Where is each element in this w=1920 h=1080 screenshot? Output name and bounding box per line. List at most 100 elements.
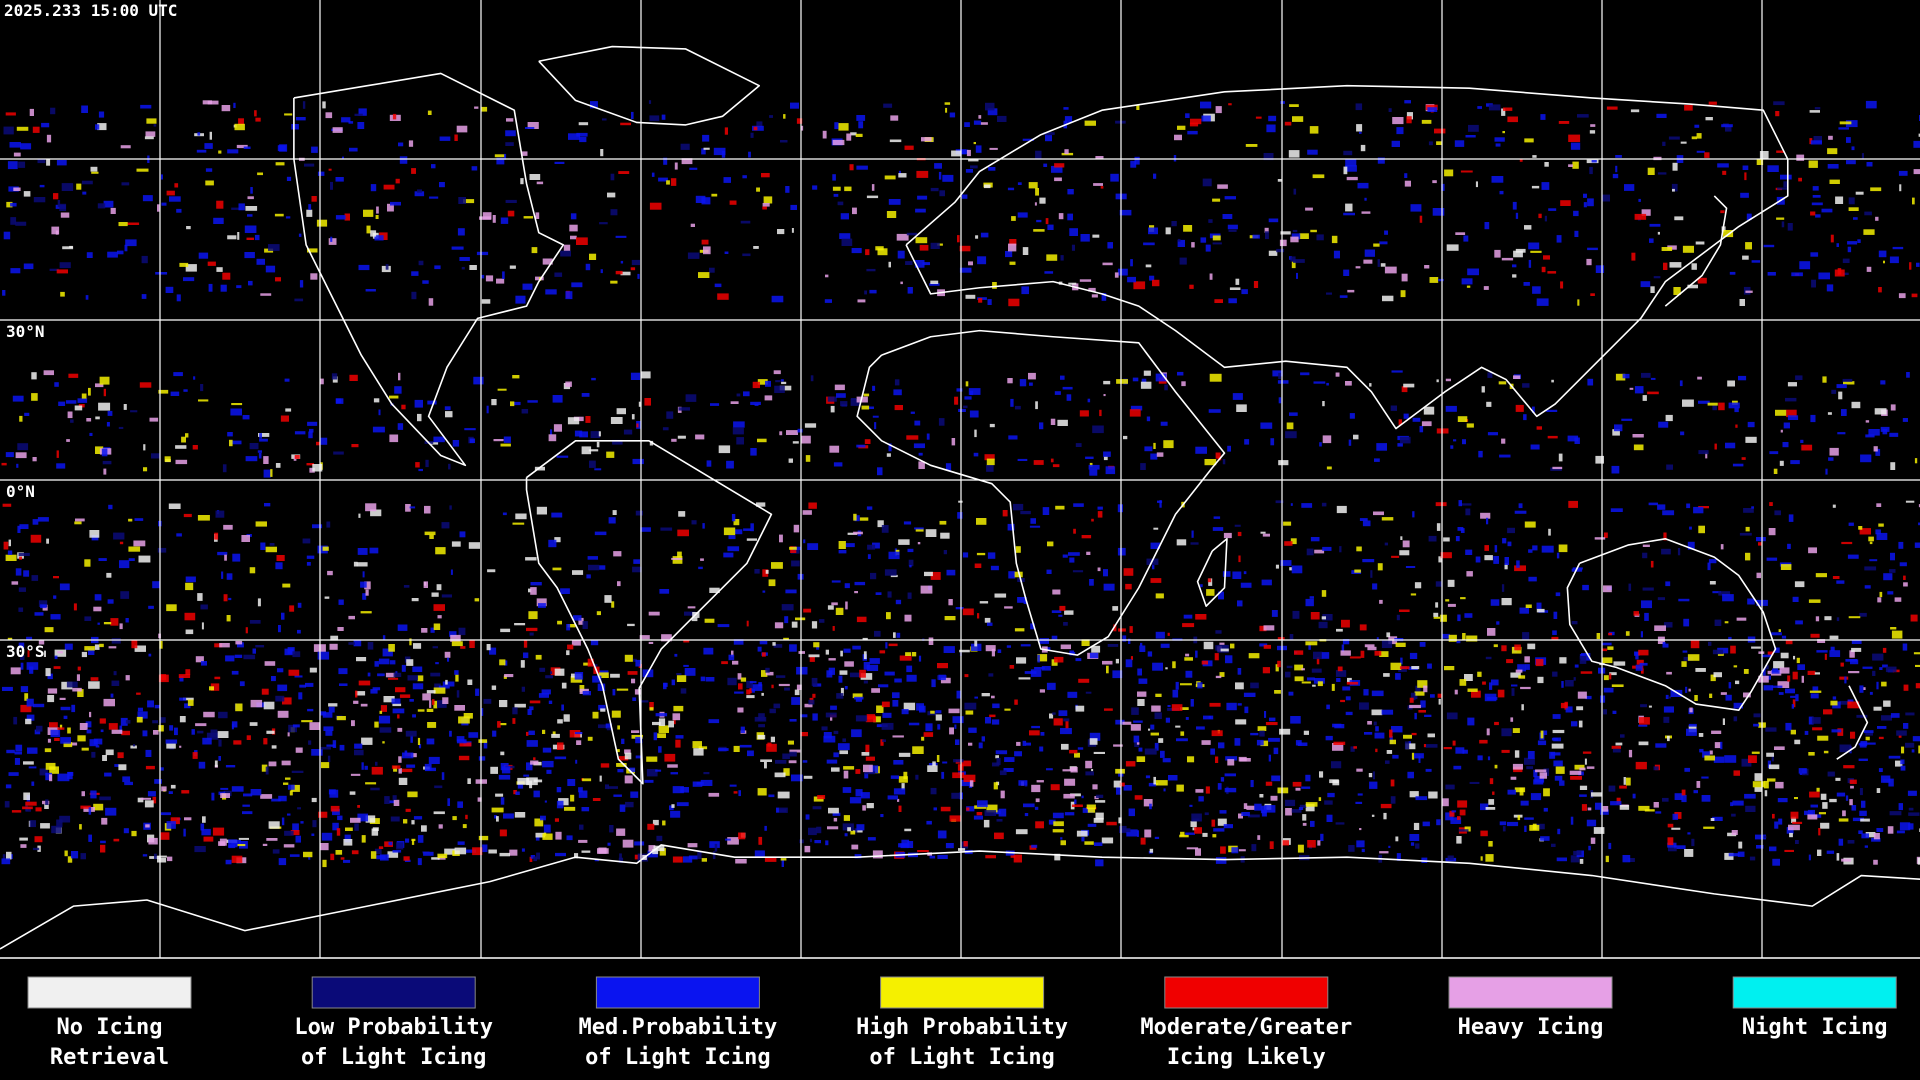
icing-speckle [1872,653,1884,661]
icing-speckle [1583,202,1587,208]
icing-speckle [809,656,815,662]
icing-speckle [364,581,371,590]
icing-speckle [1842,258,1850,263]
icing-speckle [942,174,954,182]
icing-speckle [1294,676,1304,682]
legend-swatch [880,976,1045,1009]
icing-speckle [1208,219,1213,223]
icing-speckle [123,828,129,834]
icing-speckle [1308,642,1311,650]
icing-speckle [93,803,104,811]
icing-speckle [1228,229,1237,232]
icing-speckle [610,280,618,284]
icing-speckle [625,801,634,808]
icing-speckle [671,557,683,560]
icing-speckle [856,824,865,831]
icing-speckle [669,805,674,811]
icing-speckle [879,650,886,654]
icing-speckle [791,774,803,782]
icing-speckle [936,755,940,762]
icing-speckle [1371,709,1383,716]
icing-speckle [84,559,91,567]
icing-speckle [1103,583,1115,591]
icing-speckle [200,823,205,831]
icing-speckle [1779,667,1790,674]
icing-speckle [1412,511,1415,518]
icing-speckle [23,792,30,800]
icing-speckle [67,411,73,419]
icing-speckle [49,774,53,782]
icing-speckle [1810,414,1816,423]
icing-speckle [1179,834,1189,838]
icing-speckle [1189,284,1194,289]
icing-speckle [157,204,160,212]
icing-speckle [693,748,704,756]
icing-speckle [974,563,982,568]
icing-speckle [13,716,18,725]
icing-speckle [1138,747,1143,752]
icing-speckle [459,742,472,747]
icing-speckle [1157,500,1163,503]
icing-speckle [1377,259,1380,267]
icing-speckle [1787,675,1791,682]
icing-speckle [1830,646,1835,651]
icing-speckle [1444,169,1454,177]
icing-speckle [942,761,948,764]
icing-speckle [854,591,858,594]
icing-speckle [922,262,930,266]
icing-speckle [1436,141,1442,145]
icing-speckle [1579,858,1584,864]
icing-speckle [233,740,242,745]
icing-speckle [612,439,623,445]
icing-speckle [1443,537,1450,542]
icing-speckle [344,834,351,843]
icing-speckle [635,755,642,759]
icing-speckle [225,765,236,768]
icing-speckle [906,665,913,673]
icing-speckle [714,283,722,288]
icing-speckle [1879,591,1883,598]
icing-speckle [973,120,982,125]
icing-speckle [700,558,704,561]
icing-speckle [1648,705,1652,708]
icing-speckle [1045,135,1052,142]
icing-speckle [1245,144,1258,147]
legend-label: of Light Icing [585,1045,770,1070]
icing-speckle [691,520,697,525]
icing-speckle [480,708,484,716]
icing-speckle [1174,134,1182,141]
icing-speckle [1507,116,1518,123]
icing-speckle [1628,583,1632,591]
icing-speckle [1181,381,1186,387]
icing-speckle [1414,753,1424,759]
icing-speckle [704,618,715,623]
icing-speckle [286,176,292,181]
icing-speckle [900,843,909,849]
icing-speckle [1307,149,1318,155]
icing-speckle [1448,634,1457,642]
icing-speckle [825,840,829,846]
icing-speckle [1290,503,1293,506]
icing-speckle [769,708,776,714]
icing-speckle [765,667,770,673]
icing-speckle [1114,272,1119,278]
icing-speckle [392,850,402,853]
icing-speckle [1849,779,1857,784]
icing-speckle [668,720,674,728]
icing-speckle [860,792,870,799]
icing-speckle [1838,127,1849,130]
icing-speckle [32,126,40,133]
icing-speckle [834,384,845,391]
icing-speckle [535,836,540,841]
icing-speckle [1241,289,1248,295]
icing-speckle [1065,721,1069,729]
icing-speckle [1460,170,1473,173]
icing-speckle [417,709,425,712]
icing-speckle [1117,268,1128,276]
icing-speckle [1847,699,1854,703]
icing-speckle [1551,379,1554,383]
icing-speckle [339,744,345,751]
icing-speckle [749,681,757,684]
icing-speckle [832,626,835,631]
icing-speckle [536,598,547,607]
